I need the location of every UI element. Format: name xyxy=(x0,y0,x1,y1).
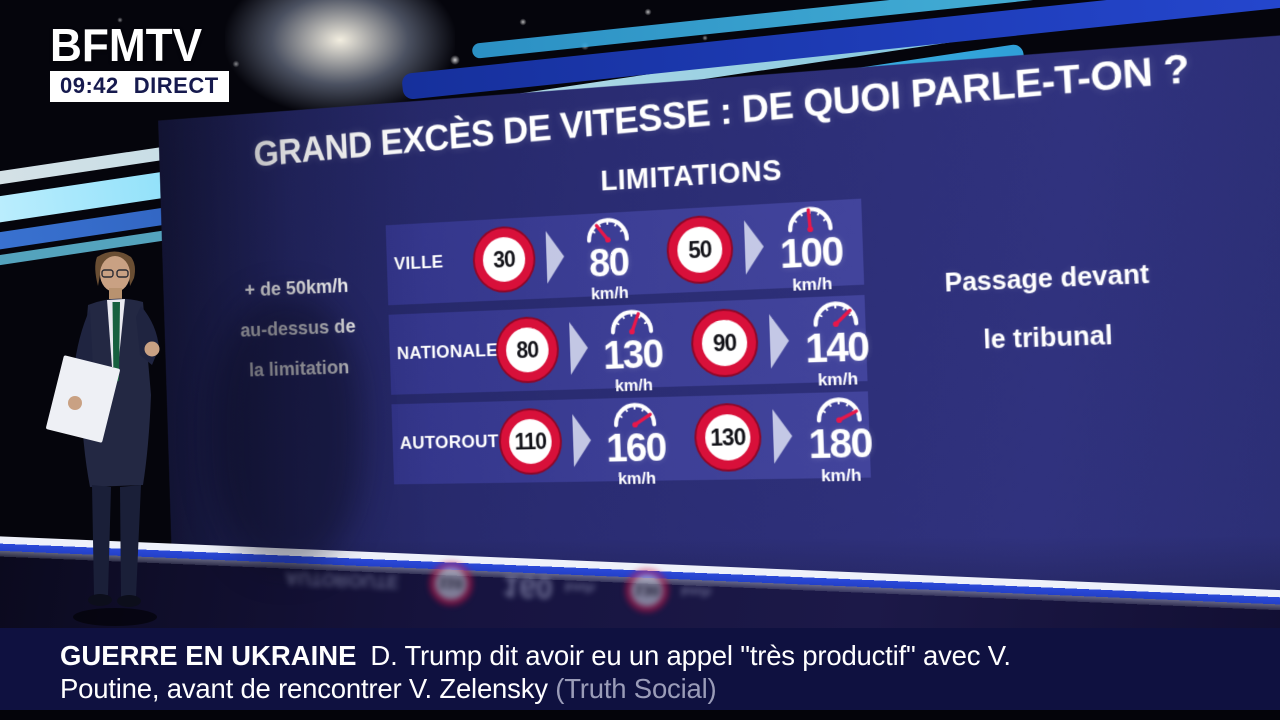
ticker-text-1: D. Trump dit avoir eu un appel "très pro… xyxy=(370,640,1011,671)
ticker-line-1: GUERRE EN UKRAINE D. Trump dit avoir eu u… xyxy=(60,639,1280,672)
reflection-sign: 130 xyxy=(624,567,670,614)
bottom-bar xyxy=(0,710,1280,720)
ticker-text-2: Poutine, avant de rencontrer V. Zelensky xyxy=(60,673,556,704)
reflection-label: AUTOROUTE xyxy=(284,568,400,593)
direct-badge: DIRECT xyxy=(133,73,219,98)
ticker-line-2: Poutine, avant de rencontrer V. Zelensky… xyxy=(60,672,1280,705)
bfmtv-logo: BFMTV xyxy=(50,19,203,71)
reflection-speed: 160 xyxy=(502,569,554,605)
clock: 09:42 xyxy=(60,73,119,98)
time-direct-box: 09:42 DIRECT xyxy=(50,71,229,102)
ticker-source: (Truth Social) xyxy=(555,673,717,704)
news-ticker: GUERRE EN UKRAINE D. Trump dit avoir eu u… xyxy=(0,628,1280,710)
presenter-shadow xyxy=(212,295,362,570)
presenter xyxy=(46,251,160,626)
reflection-unit: km/h xyxy=(680,584,712,601)
reflection-unit: km/h xyxy=(564,580,596,597)
channel-bug: BFMTV 09:42 DIRECT xyxy=(50,22,229,102)
reflection-sign: 110 xyxy=(428,560,474,607)
ticker-kicker: GUERRE EN UKRAINE xyxy=(60,640,357,671)
